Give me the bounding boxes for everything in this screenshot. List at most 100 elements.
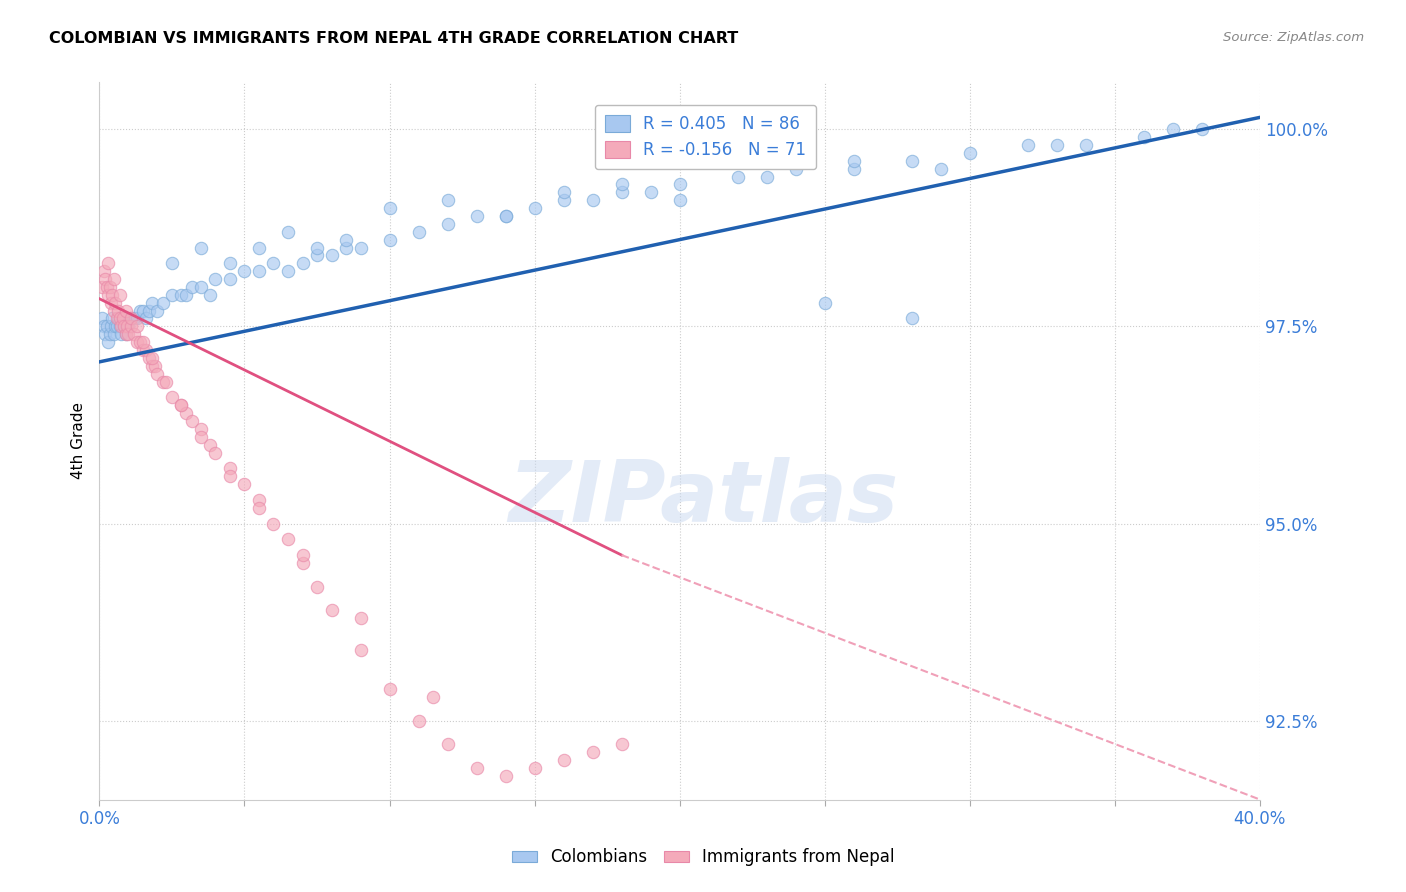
Point xyxy=(553,753,575,767)
Point xyxy=(94,327,117,342)
Point xyxy=(465,761,488,775)
Point xyxy=(97,288,120,302)
Point xyxy=(120,311,142,326)
Point xyxy=(900,153,922,168)
Point xyxy=(141,351,163,365)
Y-axis label: 4th Grade: 4th Grade xyxy=(72,402,86,479)
Point xyxy=(198,288,221,302)
Point xyxy=(219,256,242,270)
Point xyxy=(305,248,328,262)
Point xyxy=(114,327,136,342)
Point xyxy=(422,690,444,704)
Point xyxy=(523,761,546,775)
Point xyxy=(1161,122,1184,136)
Point xyxy=(219,461,242,475)
Point xyxy=(247,492,270,507)
Point xyxy=(105,319,128,334)
Point xyxy=(108,319,131,334)
Text: COLOMBIAN VS IMMIGRANTS FROM NEPAL 4TH GRADE CORRELATION CHART: COLOMBIAN VS IMMIGRANTS FROM NEPAL 4TH G… xyxy=(49,31,738,46)
Point xyxy=(127,335,149,350)
Point xyxy=(141,359,163,373)
Point xyxy=(640,186,662,200)
Point xyxy=(335,240,357,254)
Point xyxy=(122,327,145,342)
Point xyxy=(111,311,134,326)
Point xyxy=(1191,122,1213,136)
Point xyxy=(129,303,152,318)
Point xyxy=(120,319,142,334)
Point xyxy=(727,169,749,184)
Text: Source: ZipAtlas.com: Source: ZipAtlas.com xyxy=(1223,31,1364,45)
Point xyxy=(152,375,174,389)
Point xyxy=(755,169,778,184)
Point xyxy=(408,714,430,728)
Point xyxy=(349,240,371,254)
Point xyxy=(247,500,270,515)
Point xyxy=(277,533,299,547)
Point xyxy=(97,335,120,350)
Point xyxy=(181,414,204,428)
Point xyxy=(291,556,314,570)
Point xyxy=(1046,138,1069,153)
Point xyxy=(378,201,401,215)
Point xyxy=(900,311,922,326)
Point xyxy=(96,319,118,334)
Point xyxy=(291,256,314,270)
Point xyxy=(100,295,122,310)
Point xyxy=(610,737,633,751)
Point xyxy=(91,280,114,294)
Point xyxy=(101,288,124,302)
Point xyxy=(408,225,430,239)
Point xyxy=(103,272,125,286)
Point xyxy=(169,288,191,302)
Point xyxy=(291,548,314,562)
Point xyxy=(204,272,226,286)
Point xyxy=(127,311,149,326)
Point xyxy=(135,343,157,357)
Point xyxy=(96,280,118,294)
Point xyxy=(138,351,160,365)
Point xyxy=(132,343,155,357)
Point xyxy=(190,280,212,294)
Point xyxy=(169,398,191,412)
Point xyxy=(668,193,690,207)
Point xyxy=(349,642,371,657)
Point xyxy=(94,272,117,286)
Point xyxy=(349,611,371,625)
Point xyxy=(146,367,169,381)
Point xyxy=(103,303,125,318)
Point xyxy=(465,209,488,223)
Point xyxy=(1133,130,1156,145)
Point xyxy=(132,335,155,350)
Point xyxy=(146,303,169,318)
Point xyxy=(581,745,603,759)
Point xyxy=(120,311,142,326)
Point xyxy=(581,193,603,207)
Point xyxy=(495,209,517,223)
Point xyxy=(929,161,952,176)
Point xyxy=(247,264,270,278)
Point xyxy=(114,327,136,342)
Point xyxy=(112,319,135,334)
Point xyxy=(436,193,458,207)
Point xyxy=(104,295,127,310)
Point xyxy=(668,178,690,192)
Point xyxy=(495,769,517,783)
Legend: R = 0.405   N = 86, R = -0.156   N = 71: R = 0.405 N = 86, R = -0.156 N = 71 xyxy=(595,104,817,169)
Point xyxy=(233,264,256,278)
Point xyxy=(523,201,546,215)
Point xyxy=(105,311,128,326)
Point xyxy=(553,193,575,207)
Point xyxy=(495,209,517,223)
Point xyxy=(127,319,149,334)
Point xyxy=(111,311,134,326)
Point xyxy=(247,240,270,254)
Point xyxy=(190,422,212,436)
Point xyxy=(100,319,122,334)
Point xyxy=(160,390,183,404)
Point xyxy=(107,303,129,318)
Point xyxy=(198,437,221,451)
Point xyxy=(321,248,343,262)
Text: ZIPatlas: ZIPatlas xyxy=(508,457,898,540)
Point xyxy=(93,319,115,334)
